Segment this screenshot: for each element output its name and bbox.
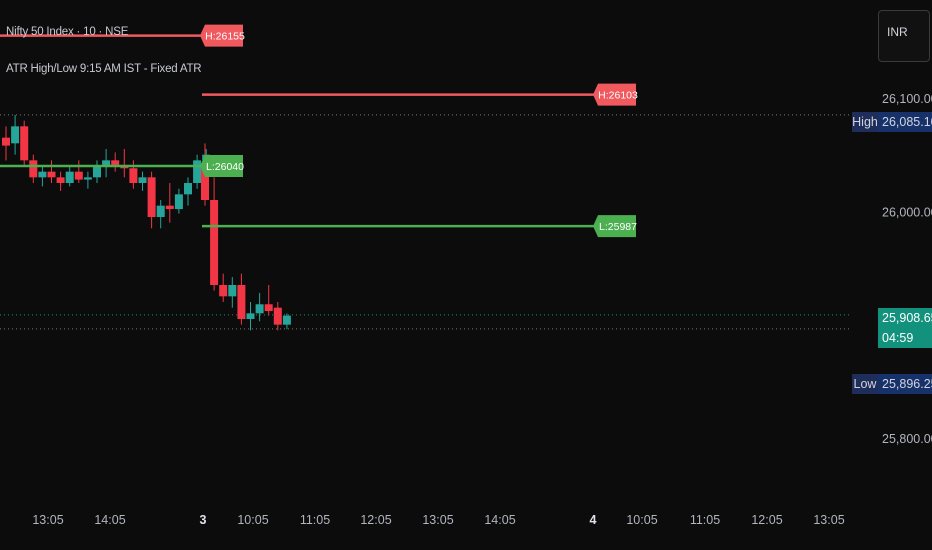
price-axis-label: 26,100.00 [882, 92, 932, 106]
atr-level-label: H:26103 [598, 90, 638, 102]
low-tag-value: 25,896.25 [878, 374, 932, 394]
candle-body [47, 171, 56, 178]
candle-body [20, 126, 29, 161]
candle-body [147, 177, 156, 217]
time-axis-label: 10:05 [237, 513, 268, 527]
candle-body [219, 285, 228, 297]
candle-body [129, 168, 138, 183]
candle-body [237, 285, 246, 319]
time-axis-label: 3 [200, 513, 207, 527]
candle-body [210, 200, 219, 285]
candle-body [56, 177, 65, 183]
candle-body [184, 183, 192, 195]
candle-body [138, 177, 147, 183]
candle-body [174, 194, 183, 210]
time-axis-label: 11:05 [300, 513, 330, 527]
candle-body [29, 160, 38, 178]
candle-body [38, 171, 47, 178]
time-axis-label: 11:05 [690, 513, 720, 527]
time-axis-label: 13:05 [813, 513, 844, 527]
candle-body [165, 205, 174, 210]
candle-body [102, 160, 111, 166]
candle-body [193, 160, 202, 183]
indicator-legend[interactable]: ATR High/Low 9:15 AM IST - Fixed ATR [6, 63, 202, 75]
price-axis-label: 26,000.00 [882, 205, 932, 219]
candle-body [11, 126, 20, 144]
time-axis-label: 14:05 [94, 513, 125, 527]
atr-level-label: H:26155 [205, 31, 245, 43]
candle-body [156, 205, 165, 217]
candle-body [201, 166, 209, 200]
candle-body [273, 307, 282, 325]
low-tag-name: Low [852, 374, 878, 394]
candle-body [264, 304, 273, 312]
atr-level-label: L:25987 [599, 221, 637, 233]
atr-level-flag [200, 155, 243, 177]
atr-level-flag [200, 24, 243, 47]
currency-button[interactable]: INR [878, 10, 930, 62]
time-axis-label: 13:05 [32, 513, 63, 527]
candle-body [65, 171, 74, 183]
candle-body [111, 160, 120, 166]
atr-level-label: L:26040 [206, 161, 244, 173]
candle-body [74, 171, 83, 180]
atr-level-flag [593, 83, 636, 106]
price-axis-label: 25,800.00 [882, 432, 932, 446]
last-price-tag: 25,908.65 [878, 308, 932, 328]
atr-level-flag [593, 215, 636, 238]
time-axis-label: 4 [590, 513, 597, 527]
time-axis-label: 12:05 [360, 513, 391, 527]
candle-body [2, 137, 10, 146]
candle-body [246, 313, 255, 319]
candle-body [282, 315, 291, 325]
high-tag-value: 26,085.10 [878, 112, 932, 132]
candle-body [93, 166, 101, 178]
candle-body [255, 304, 264, 314]
time-axis-label: 14:05 [484, 513, 515, 527]
time-axis-label: 10:05 [626, 513, 657, 527]
candle-body [83, 177, 92, 180]
candle-body [228, 285, 237, 297]
symbol-legend[interactable]: Nifty 50 Index · 10 · NSE [6, 26, 129, 38]
time-axis-label: 12:05 [751, 513, 782, 527]
bar-countdown: 04:59 [878, 328, 932, 348]
time-axis-label: 13:05 [422, 513, 453, 527]
high-tag-name: High [852, 112, 878, 132]
